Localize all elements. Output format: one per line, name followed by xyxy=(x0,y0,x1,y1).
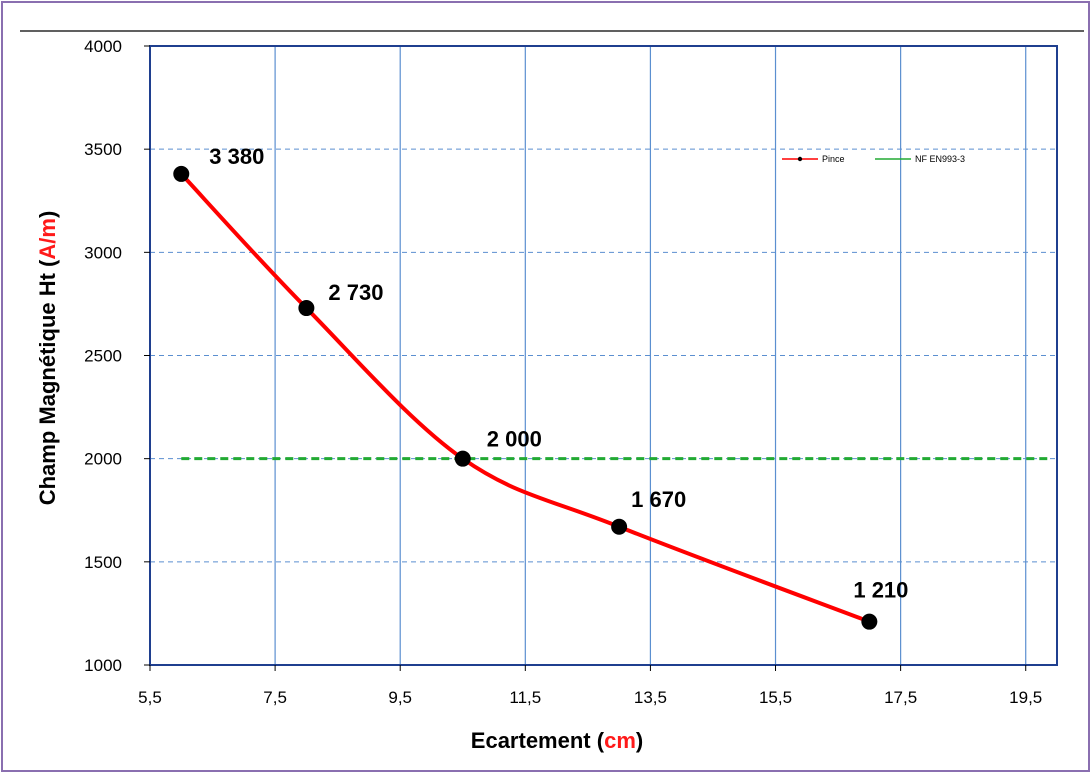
x-tick-label: 15,5 xyxy=(759,688,792,707)
legend-label-nf-en993-3: NF EN993-3 xyxy=(915,154,965,164)
data-label: 1 670 xyxy=(631,487,686,512)
data-label: 2 000 xyxy=(487,427,542,452)
x-tick-label: 9,5 xyxy=(388,688,412,707)
y-tick-label: 1500 xyxy=(84,553,122,572)
x-tick-label: 17,5 xyxy=(884,688,917,707)
data-label: 3 380 xyxy=(209,144,264,169)
y-tick-label: 4000 xyxy=(84,37,122,56)
data-point xyxy=(173,166,189,182)
series-layer xyxy=(173,166,1050,630)
data-label: 2 730 xyxy=(328,280,383,305)
y-tick-label: 2500 xyxy=(84,347,122,366)
x-tick-label: 5,5 xyxy=(138,688,162,707)
legend-label-pince: Pince xyxy=(822,154,845,164)
data-point xyxy=(298,300,314,316)
data-label: 1 210 xyxy=(853,578,908,603)
axes xyxy=(144,46,1057,671)
y-axis-title: Champ Magnétique Ht (A/m) xyxy=(35,211,60,506)
grid xyxy=(150,46,1057,665)
y-tick-label: 1000 xyxy=(84,656,122,675)
y-tick-label: 3000 xyxy=(84,243,122,262)
x-tick-label: 13,5 xyxy=(634,688,667,707)
data-point xyxy=(455,451,471,467)
y-tick-label: 3500 xyxy=(84,140,122,159)
x-axis-title: Ecartement (cm) xyxy=(471,728,643,753)
legend-marker-pince xyxy=(798,157,802,161)
tick-labels: 5,5 7,5 9,5 11,5 13,5 15,5 17,5 19,5 1000 1500 200… xyxy=(84,37,1042,707)
data-point xyxy=(861,614,877,630)
legend: Pince NF EN993-3 xyxy=(782,154,965,164)
x-tick-label: 11,5 xyxy=(509,688,541,707)
x-tick-label: 7,5 xyxy=(263,688,287,707)
y-tick-label: 2000 xyxy=(84,450,122,469)
x-tick-label: 19,5 xyxy=(1009,688,1042,707)
data-point xyxy=(611,519,627,535)
data-labels: 3 380 2 730 2 000 1 670 1 210 xyxy=(209,144,908,603)
